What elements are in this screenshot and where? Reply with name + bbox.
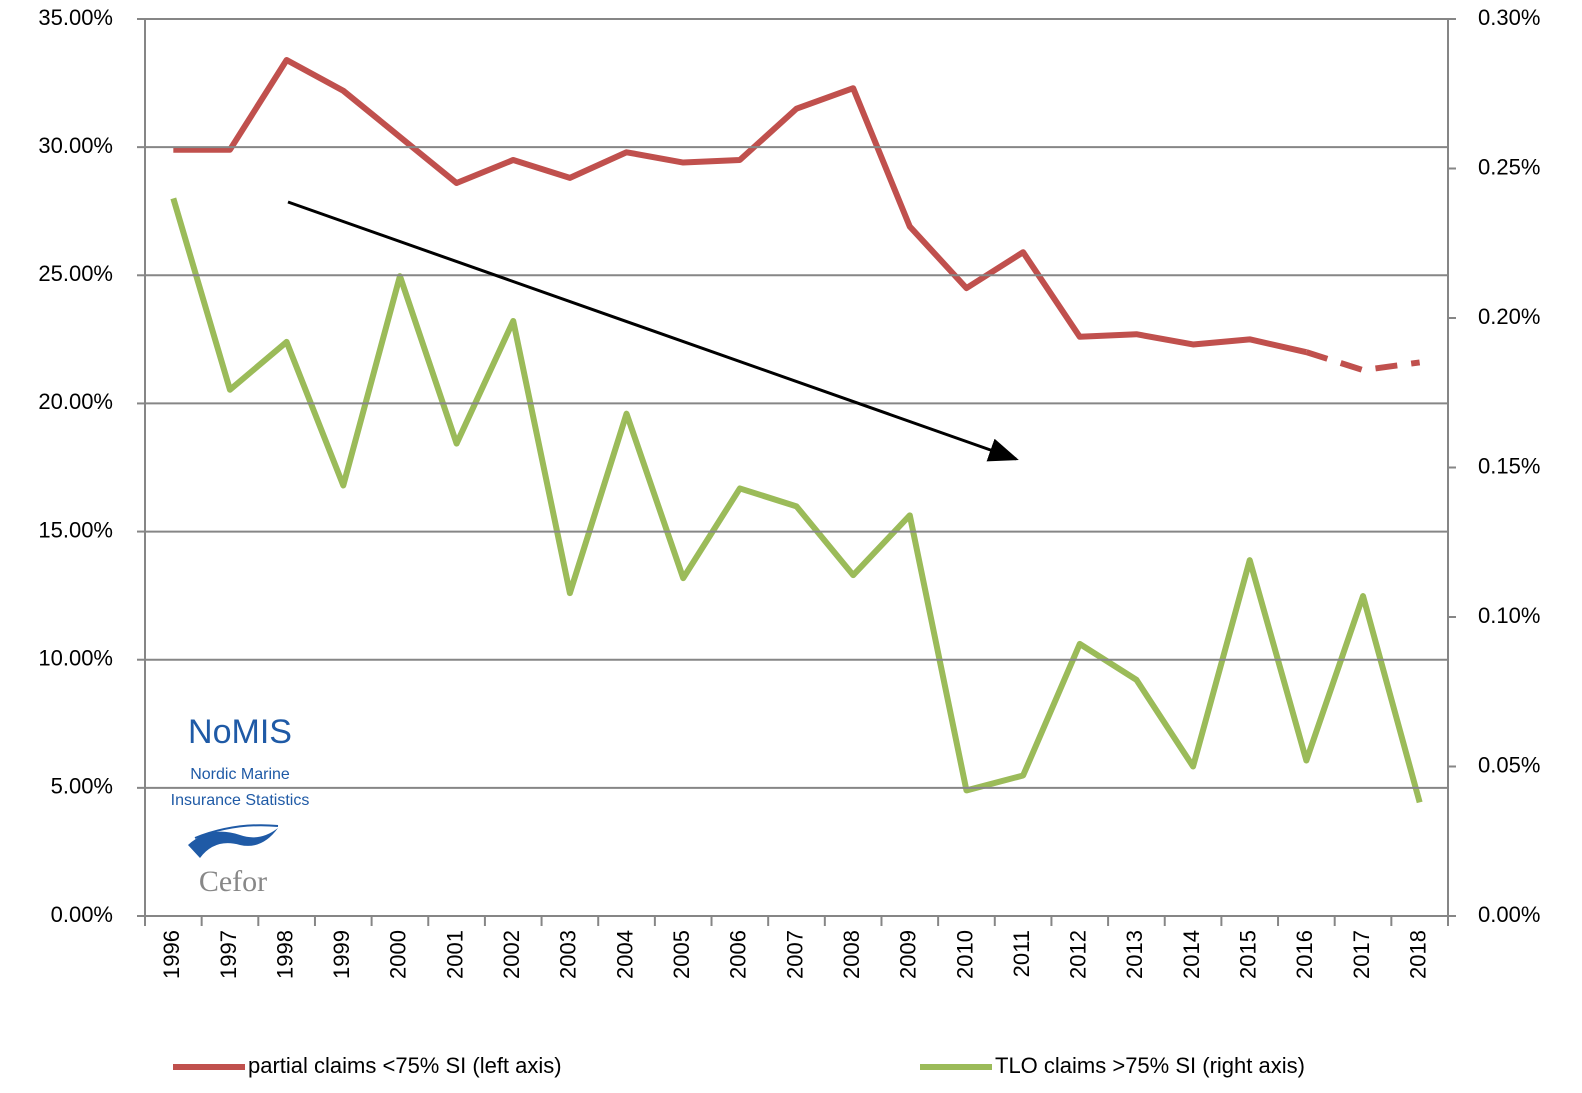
series-line: [173, 57, 1308, 356]
x-tick-label: 2005: [669, 930, 694, 979]
logo-wave: [194, 824, 279, 839]
y2-tick-label: 0.20%: [1478, 304, 1540, 329]
y-tick-label: 35.00%: [38, 5, 113, 30]
y2-tick-label: 0.30%: [1478, 5, 1540, 30]
y2-tick-label: 0.05%: [1478, 752, 1540, 777]
x-tick-label: 2014: [1179, 930, 1204, 979]
y-tick-label: 30.00%: [38, 133, 113, 158]
x-tick-label: 2002: [499, 930, 524, 979]
series-line: [170, 197, 1423, 804]
logo-brand: Cefor: [199, 865, 267, 898]
y-tick-label: 10.00%: [38, 646, 113, 671]
x-tick-label: 2000: [386, 930, 411, 979]
x-tick-label: 2012: [1066, 930, 1091, 979]
x-tick-label: 2001: [442, 930, 467, 979]
x-tick-label: 1999: [329, 930, 354, 979]
y2-tick-label: 0.10%: [1478, 603, 1540, 628]
logo-line: Nordic Marine: [190, 766, 290, 783]
x-tick-label: 2011: [1009, 930, 1034, 977]
y-tick-label: 5.00%: [51, 774, 113, 799]
legend-label: TLO claims >75% SI (right axis): [995, 1053, 1305, 1078]
x-tick-label: 2013: [1122, 930, 1147, 979]
x-tick-label: 2009: [896, 930, 921, 979]
x-tick-label: 2016: [1292, 930, 1317, 979]
series-line: [1305, 349, 1421, 374]
x-tick-label: 2015: [1236, 930, 1261, 979]
x-tick-label: 2017: [1349, 930, 1374, 979]
x-tick-label: 2004: [612, 930, 637, 979]
x-tick-label: 2018: [1405, 930, 1430, 979]
legend-label: partial claims <75% SI (left axis): [248, 1053, 562, 1078]
x-tick-label: 2010: [952, 930, 977, 979]
y-tick-label: 15.00%: [38, 517, 113, 542]
x-tick-label: 2008: [839, 930, 864, 979]
y-tick-label: 25.00%: [38, 261, 113, 286]
x-tick-label: 2007: [782, 930, 807, 979]
trend-arrow: [287, 200, 1019, 462]
logo-line: Insurance Statistics: [171, 792, 310, 809]
x-tick-label: 1996: [159, 930, 184, 979]
y2-tick-label: 0.00%: [1478, 902, 1540, 927]
x-tick-label: 2003: [556, 930, 581, 979]
x-tick-label: 2006: [726, 930, 751, 979]
y-tick-label: 20.00%: [38, 389, 113, 414]
y-tick-label: 0.00%: [51, 902, 113, 927]
x-tick-label: 1998: [272, 930, 297, 979]
y2-tick-label: 0.25%: [1478, 154, 1540, 179]
x-tick-label: 1997: [216, 930, 241, 979]
logo-wave: [188, 828, 278, 858]
logo-title: NoMIS: [188, 713, 292, 751]
y2-tick-label: 0.15%: [1478, 453, 1540, 478]
